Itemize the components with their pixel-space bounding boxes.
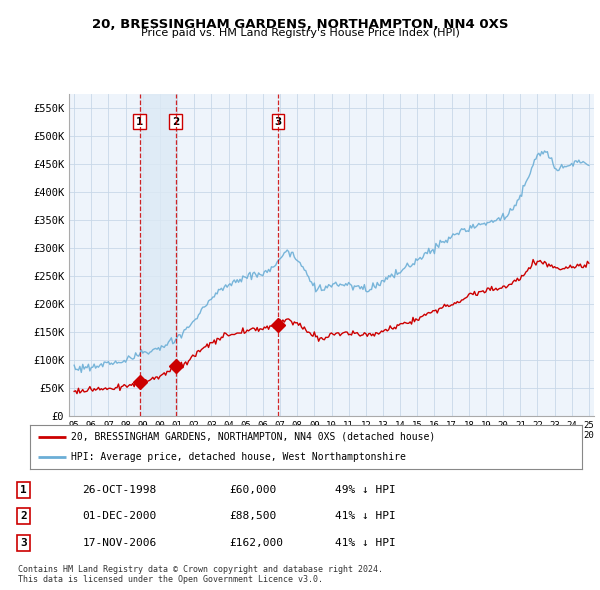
Text: 1: 1 [20, 485, 27, 495]
Text: 01-DEC-2000: 01-DEC-2000 [82, 512, 157, 521]
Text: This data is licensed under the Open Government Licence v3.0.: This data is licensed under the Open Gov… [18, 575, 323, 584]
Text: £162,000: £162,000 [229, 537, 283, 548]
Text: 20, BRESSINGHAM GARDENS, NORTHAMPTON, NN4 0XS: 20, BRESSINGHAM GARDENS, NORTHAMPTON, NN… [92, 18, 508, 31]
Text: HPI: Average price, detached house, West Northamptonshire: HPI: Average price, detached house, West… [71, 452, 406, 462]
Text: 41% ↓ HPI: 41% ↓ HPI [335, 537, 396, 548]
Text: 26-OCT-1998: 26-OCT-1998 [82, 485, 157, 495]
Text: £60,000: £60,000 [229, 485, 277, 495]
Text: 20, BRESSINGHAM GARDENS, NORTHAMPTON, NN4 0XS (detached house): 20, BRESSINGHAM GARDENS, NORTHAMPTON, NN… [71, 432, 436, 442]
Text: 41% ↓ HPI: 41% ↓ HPI [335, 512, 396, 521]
Text: 3: 3 [274, 117, 281, 127]
Text: Contains HM Land Registry data © Crown copyright and database right 2024.: Contains HM Land Registry data © Crown c… [18, 565, 383, 574]
Text: 1: 1 [136, 117, 143, 127]
Text: 2: 2 [20, 512, 27, 521]
Text: 3: 3 [20, 537, 27, 548]
Text: 17-NOV-2006: 17-NOV-2006 [82, 537, 157, 548]
Text: 2: 2 [172, 117, 179, 127]
Bar [140, 94, 176, 416]
Text: 49% ↓ HPI: 49% ↓ HPI [335, 485, 396, 495]
Text: Price paid vs. HM Land Registry's House Price Index (HPI): Price paid vs. HM Land Registry's House … [140, 28, 460, 38]
Text: £88,500: £88,500 [229, 512, 277, 521]
